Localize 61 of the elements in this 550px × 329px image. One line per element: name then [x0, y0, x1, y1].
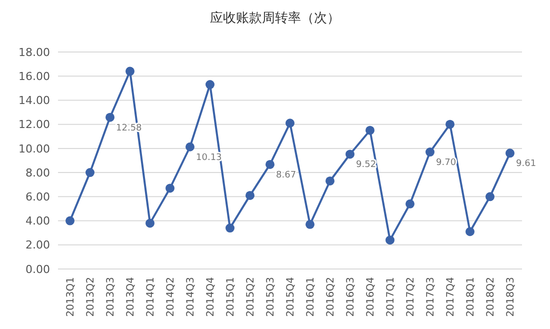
point	[126, 66, 134, 76]
x-tick-label: 2013Q1	[66, 277, 76, 317]
x-tick-label: 2015Q2	[246, 277, 256, 317]
x-tick-label: 2017Q4	[446, 277, 456, 317]
point	[266, 160, 274, 169]
y-tick-label: 18.00	[18, 46, 50, 59]
point	[506, 148, 514, 158]
point	[306, 220, 314, 229]
x-tick-label: 2016Q4	[366, 277, 376, 317]
y-tick-label: 12.00	[18, 118, 50, 132]
x-tick-label: 2017Q1	[386, 277, 396, 317]
x-tick-label: 2018Q3	[506, 277, 516, 317]
point	[186, 142, 194, 152]
y-tick-label: 8.00	[26, 166, 50, 180]
data-label: 9.70	[436, 158, 456, 168]
point	[406, 199, 414, 208]
y-tick-label: 10.00	[18, 142, 50, 156]
point	[146, 218, 154, 228]
x-tick-label: 2015Q3	[266, 277, 276, 317]
point	[86, 168, 94, 178]
x-tick-label: 2014Q4	[206, 277, 216, 317]
point	[106, 112, 114, 122]
x-tick-label: 2013Q3	[106, 277, 116, 317]
x-tick-label: 2014Q1	[146, 277, 156, 317]
x-tick-label: 2018Q2	[486, 277, 496, 317]
y-tick-label: 2.00	[26, 238, 50, 252]
y-tick-label: 6.00	[26, 190, 50, 204]
x-tick-label: 2013Q2	[86, 277, 96, 317]
x-tick-label: 2015Q4	[286, 277, 296, 317]
x-tick-label: 2015Q1	[226, 277, 236, 317]
point	[346, 150, 354, 159]
y-tick-label: 16.00	[18, 70, 50, 83]
x-tick-label: 2013Q4	[126, 277, 136, 317]
x-tick-label: 2017Q2	[406, 277, 416, 317]
y-tick-label: 4.00	[26, 214, 50, 228]
point	[286, 118, 294, 128]
x-tick-label: 2016Q1	[306, 277, 316, 317]
x-tick-label: 2014Q3	[186, 277, 196, 317]
point	[446, 120, 454, 129]
x-tick-label: 2017Q3	[426, 277, 436, 317]
point	[486, 192, 494, 202]
point	[206, 80, 214, 90]
point	[326, 176, 334, 186]
data-label: 9.61	[516, 159, 536, 170]
point	[386, 236, 394, 245]
point	[426, 148, 434, 157]
point	[246, 190, 254, 200]
point	[366, 126, 374, 135]
y-tick-label: 0.00	[26, 262, 50, 276]
x-tick-label: 2018Q1	[466, 277, 476, 317]
point	[226, 224, 234, 233]
x-tick-label: 2014Q2	[166, 277, 176, 317]
chart-title: 应收账款周转率（次）	[210, 10, 340, 26]
point	[166, 184, 174, 193]
point	[466, 227, 474, 236]
point	[66, 216, 74, 226]
y-tick-label: 14.00	[18, 94, 50, 108]
x-tick-label: 2016Q3	[346, 277, 356, 317]
x-tick-label: 2016Q2	[326, 277, 336, 317]
data-label: 8.67	[276, 170, 296, 180]
data-label: 9.52	[356, 160, 376, 170]
